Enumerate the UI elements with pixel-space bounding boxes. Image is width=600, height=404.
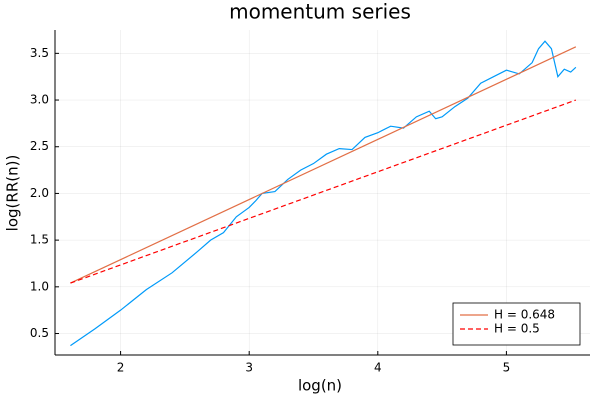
y-tick-label: 2.5 xyxy=(30,139,49,153)
y-tick-label: 3.0 xyxy=(30,93,49,107)
y-tick-label: 2.0 xyxy=(30,186,49,200)
y-tick-label: 0.5 xyxy=(30,326,49,340)
chart-title: momentum series xyxy=(229,0,411,24)
series-line xyxy=(70,46,577,284)
legend-label: H = 0.648 xyxy=(494,308,555,322)
y-tick-label: 1.5 xyxy=(30,233,49,247)
y-tick-label: 1.0 xyxy=(30,279,49,293)
series-line xyxy=(70,40,577,347)
x-tick-label: 3 xyxy=(245,361,253,375)
x-tick-label: 2 xyxy=(117,361,125,375)
y-tick-label: 3.5 xyxy=(30,46,49,60)
y-axis-label: log(RR(n)) xyxy=(4,155,22,232)
x-tick-label: 4 xyxy=(374,361,382,375)
legend-label: H = 0.5 xyxy=(494,322,540,336)
legend-box xyxy=(452,302,581,346)
series-line xyxy=(70,99,577,284)
x-tick-label: 5 xyxy=(503,361,511,375)
x-axis-label: log(n) xyxy=(298,377,342,395)
